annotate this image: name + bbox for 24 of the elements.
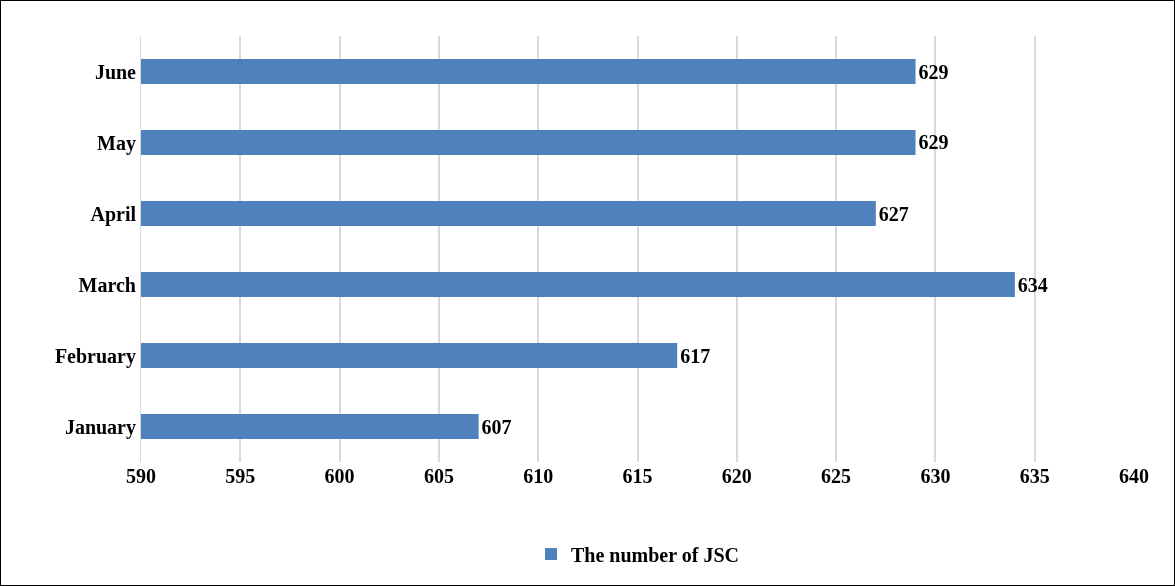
x-tick-label: 630 bbox=[920, 465, 951, 487]
data-label: 629 bbox=[918, 131, 949, 154]
x-tick-label: 610 bbox=[523, 465, 554, 487]
y-tick-label: February bbox=[54, 344, 136, 368]
data-label: 617 bbox=[680, 344, 711, 367]
y-tick-label: April bbox=[90, 202, 137, 226]
x-tick-label: 625 bbox=[821, 465, 852, 487]
x-tick-label: 600 bbox=[324, 465, 355, 487]
y-tick-label: January bbox=[64, 415, 136, 439]
x-tick-label: 640 bbox=[1119, 465, 1149, 487]
data-label: 607 bbox=[481, 415, 512, 438]
x-tick-label: 590 bbox=[126, 465, 156, 487]
data-label: 627 bbox=[878, 202, 909, 225]
x-tick-label: 635 bbox=[1019, 465, 1050, 487]
y-tick-label: March bbox=[78, 273, 136, 296]
data-label: 634 bbox=[1017, 273, 1048, 296]
data-label: 629 bbox=[918, 60, 949, 83]
y-tick-label: June bbox=[94, 60, 137, 83]
x-tick-label: 595 bbox=[225, 465, 256, 487]
legend-label: The number of JSC bbox=[571, 543, 739, 566]
x-tick-label: 605 bbox=[423, 465, 454, 487]
x-tick-label: 620 bbox=[721, 465, 752, 487]
x-tick-label: 615 bbox=[622, 465, 653, 487]
y-tick-label: May bbox=[97, 131, 136, 155]
